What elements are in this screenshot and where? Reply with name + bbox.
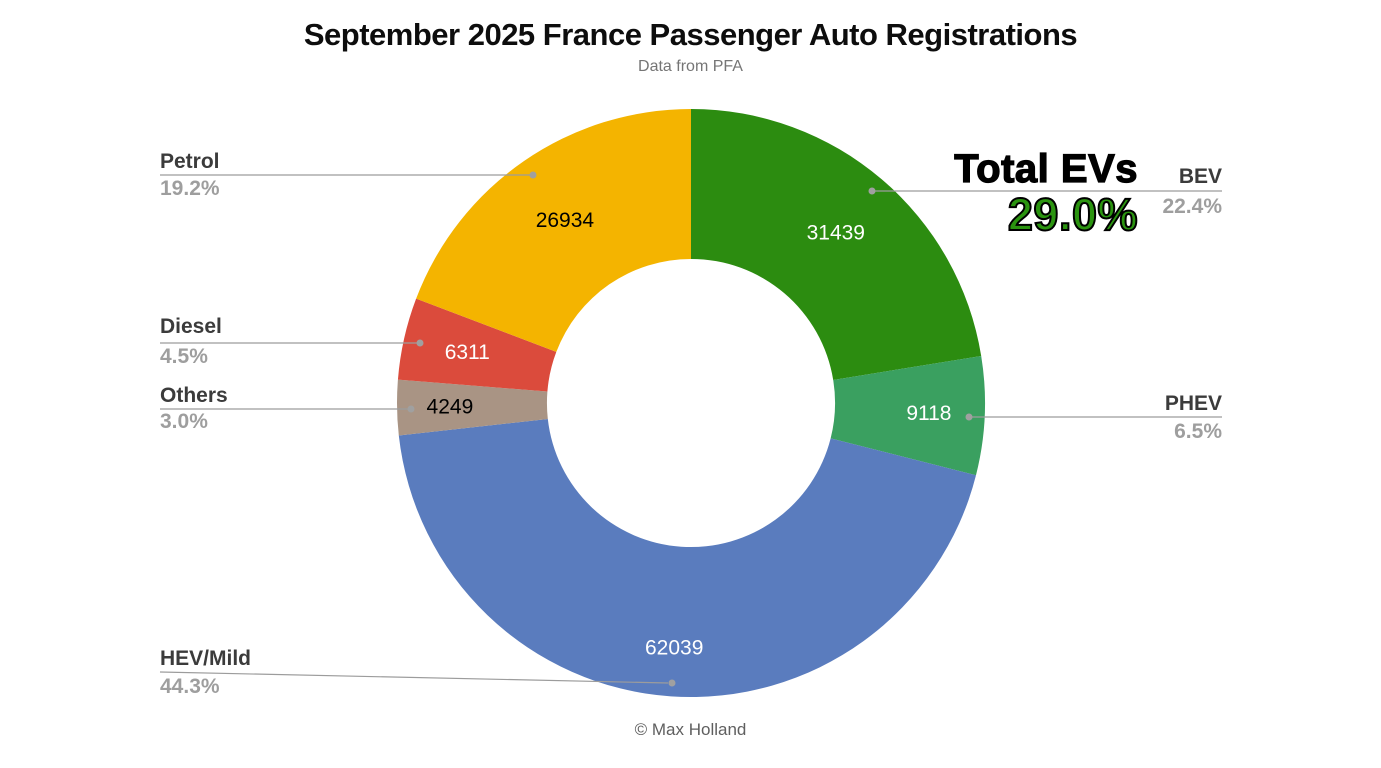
- callout-bev-pct: 22.4%: [1162, 195, 1222, 218]
- petrol-callout-dot: [529, 171, 537, 179]
- total-evs-label: Total EVs: [954, 146, 1139, 191]
- callout-hev-pct: 44.3%: [160, 675, 220, 698]
- slice-value-diesel: 6311: [445, 341, 490, 364]
- slice-value-others: 4249: [427, 395, 474, 418]
- slice-value-hev-mild: 62039: [645, 636, 703, 659]
- phev-callout-dot: [965, 413, 973, 421]
- callout-lines: [159, 171, 1222, 687]
- callout-others-name: Others: [160, 384, 228, 407]
- pie-slice-diesel: [397, 298, 557, 392]
- credit-text: © Max Holland: [634, 720, 747, 739]
- slice-value-phev: 9118: [906, 402, 951, 425]
- callout-petrol-name: Petrol: [160, 150, 220, 173]
- callout-phev-name: PHEV: [1164, 392, 1222, 415]
- bev-callout-dot: [868, 187, 876, 195]
- hev-callout-dot: [668, 679, 676, 687]
- pie-slice-bev: [691, 109, 982, 380]
- pie-slice-others: [396, 379, 548, 436]
- callout-bev-name: BEV: [1178, 165, 1222, 188]
- callout-others-pct: 3.0%: [160, 410, 208, 433]
- page-title: September 2025 France Passenger Auto Reg…: [303, 17, 1078, 52]
- diesel-callout-dot: [416, 339, 424, 347]
- hev-callout-line: [159, 671, 669, 684]
- pie-slice-phev: [830, 355, 985, 476]
- slice-value-petrol: 26934: [536, 209, 595, 232]
- page-subtitle: Data from PFA: [638, 58, 743, 75]
- pie-slice-petrol: [416, 109, 691, 352]
- others-callout-dot: [407, 405, 415, 413]
- slice-value-bev: 31439: [807, 221, 865, 244]
- callout-hev-name: HEV/Mild: [160, 647, 252, 670]
- pie-slice-hev-mild: [398, 418, 976, 698]
- callout-diesel-pct: 4.5%: [160, 345, 208, 368]
- donut-slices: 31439 9118 62039 4249 6311 26934: [396, 109, 985, 698]
- total-evs-value: 29.0%: [1007, 188, 1139, 241]
- callout-phev-pct: 6.5%: [1174, 420, 1222, 443]
- callout-diesel-name: Diesel: [160, 315, 222, 338]
- callout-petrol-pct: 19.2%: [160, 177, 220, 200]
